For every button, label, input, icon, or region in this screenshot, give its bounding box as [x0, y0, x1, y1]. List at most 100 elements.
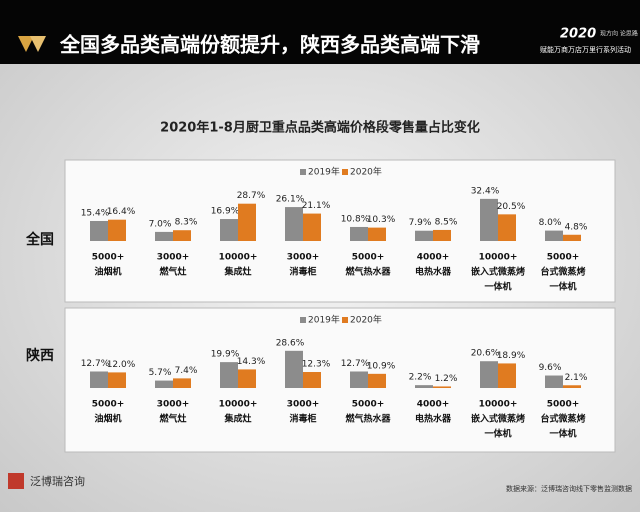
- value-label: 10.8%: [341, 214, 370, 224]
- bar: [368, 373, 386, 388]
- bar: [238, 369, 256, 388]
- bar: [238, 203, 256, 241]
- category-label: 油烟机: [94, 413, 121, 425]
- category-label: 电热水器: [415, 266, 452, 278]
- value-label: 2.1%: [565, 373, 588, 383]
- value-label: 12.3%: [302, 360, 331, 370]
- event-name: 赋能万商万店万里行系列活动: [540, 45, 631, 54]
- value-label: 5.7%: [149, 368, 172, 378]
- value-label: 20.6%: [471, 349, 500, 359]
- value-label: 12.0%: [107, 360, 136, 370]
- category-label: 嵌入式微蒸烤: [471, 413, 525, 425]
- category-label: 10000+: [479, 253, 518, 263]
- bar: [303, 213, 321, 241]
- value-label: 2.2%: [409, 373, 432, 383]
- value-label: 10.3%: [367, 215, 396, 225]
- value-label: 8.3%: [175, 218, 198, 228]
- bar: [480, 361, 498, 388]
- category-label: 台式微蒸烤: [540, 266, 585, 278]
- bar: [433, 229, 451, 241]
- value-label: 28.7%: [237, 191, 266, 201]
- bar: [220, 362, 238, 388]
- value-label: 16.4%: [107, 207, 136, 217]
- bar: [498, 214, 516, 241]
- value-label: 7.4%: [175, 366, 198, 376]
- panel: [64, 159, 616, 303]
- bar: [108, 372, 126, 388]
- value-label: 9.6%: [539, 363, 562, 373]
- header-title: 全国多品类高端份额提升，陕西多品类高端下滑: [59, 33, 480, 57]
- category-label: 油烟机: [94, 266, 121, 278]
- bar: [285, 350, 303, 388]
- category-label: 燃气热水器: [345, 413, 391, 425]
- event-year: 2020: [560, 27, 596, 42]
- value-label: 19.9%: [211, 350, 240, 360]
- header-bar: [0, 0, 640, 64]
- bar: [220, 219, 238, 241]
- value-label: 7.0%: [149, 219, 172, 229]
- value-label: 14.3%: [237, 357, 266, 367]
- bar: [155, 380, 173, 388]
- row-label: 陕西: [26, 347, 54, 364]
- category-label: 集成灶: [223, 266, 251, 278]
- panel: [64, 307, 616, 453]
- category-label: 嵌入式微蒸烤: [471, 266, 525, 278]
- chart-title: 2020年1-8月厨卫重点品类高端价格段零售量占比变化: [160, 120, 480, 136]
- bar: [480, 198, 498, 241]
- value-label: 16.9%: [211, 207, 240, 217]
- legend-label: 2020年: [350, 314, 382, 326]
- bar: [155, 231, 173, 241]
- category-label: 一体机: [549, 428, 576, 440]
- category-label: 5000+: [352, 253, 385, 263]
- category-label: 5000+: [92, 400, 125, 410]
- bar: [108, 219, 126, 241]
- value-label: 4.8%: [565, 222, 588, 232]
- value-label: 10.9%: [367, 361, 396, 371]
- legend-swatch: [300, 169, 306, 175]
- category-label: 集成灶: [223, 413, 251, 425]
- bar: [563, 234, 581, 241]
- value-label: 12.7%: [341, 359, 370, 369]
- category-label: 燃气灶: [159, 413, 186, 425]
- value-label: 12.7%: [81, 359, 110, 369]
- bar: [90, 220, 108, 241]
- legend-label: 2019年: [308, 166, 340, 178]
- category-label: 3000+: [157, 400, 190, 410]
- bar: [545, 375, 563, 388]
- legend-swatch: [342, 169, 348, 175]
- value-label: 15.4%: [81, 208, 110, 218]
- bar: [303, 372, 321, 388]
- footer-logo: 泛博瑞咨询: [30, 474, 85, 488]
- category-label: 10000+: [219, 400, 258, 410]
- category-label: 5000+: [352, 400, 385, 410]
- bar: [285, 207, 303, 241]
- category-label: 消毒柜: [289, 413, 316, 425]
- category-label: 5000+: [547, 253, 580, 263]
- logo-mark: [30, 36, 46, 52]
- category-label: 10000+: [219, 253, 258, 263]
- category-label: 10000+: [479, 400, 518, 410]
- bar: [498, 363, 516, 388]
- category-label: 一体机: [484, 428, 511, 440]
- legend-swatch: [342, 317, 348, 323]
- value-label: 26.1%: [276, 195, 305, 205]
- bar: [415, 385, 433, 388]
- category-label: 消毒柜: [289, 266, 316, 278]
- bar: [350, 371, 368, 388]
- legend-label: 2020年: [350, 166, 382, 178]
- category-label: 电热水器: [415, 413, 452, 425]
- source-note: 数据来源：泛博瑞咨询线下零售监测数据: [506, 484, 632, 493]
- category-label: 一体机: [484, 281, 511, 293]
- value-label: 8.5%: [435, 217, 458, 227]
- row-label: 全国: [25, 231, 54, 248]
- category-label: 台式微蒸烤: [540, 413, 585, 425]
- event-slogan: 现方向 论思路 教方法: [600, 30, 640, 38]
- logo-mark: [18, 36, 34, 52]
- category-label: 3000+: [287, 253, 320, 263]
- category-label: 5000+: [92, 253, 125, 263]
- category-label: 燃气热水器: [345, 266, 391, 278]
- bar: [350, 226, 368, 241]
- category-label: 5000+: [547, 400, 580, 410]
- bar: [173, 378, 191, 388]
